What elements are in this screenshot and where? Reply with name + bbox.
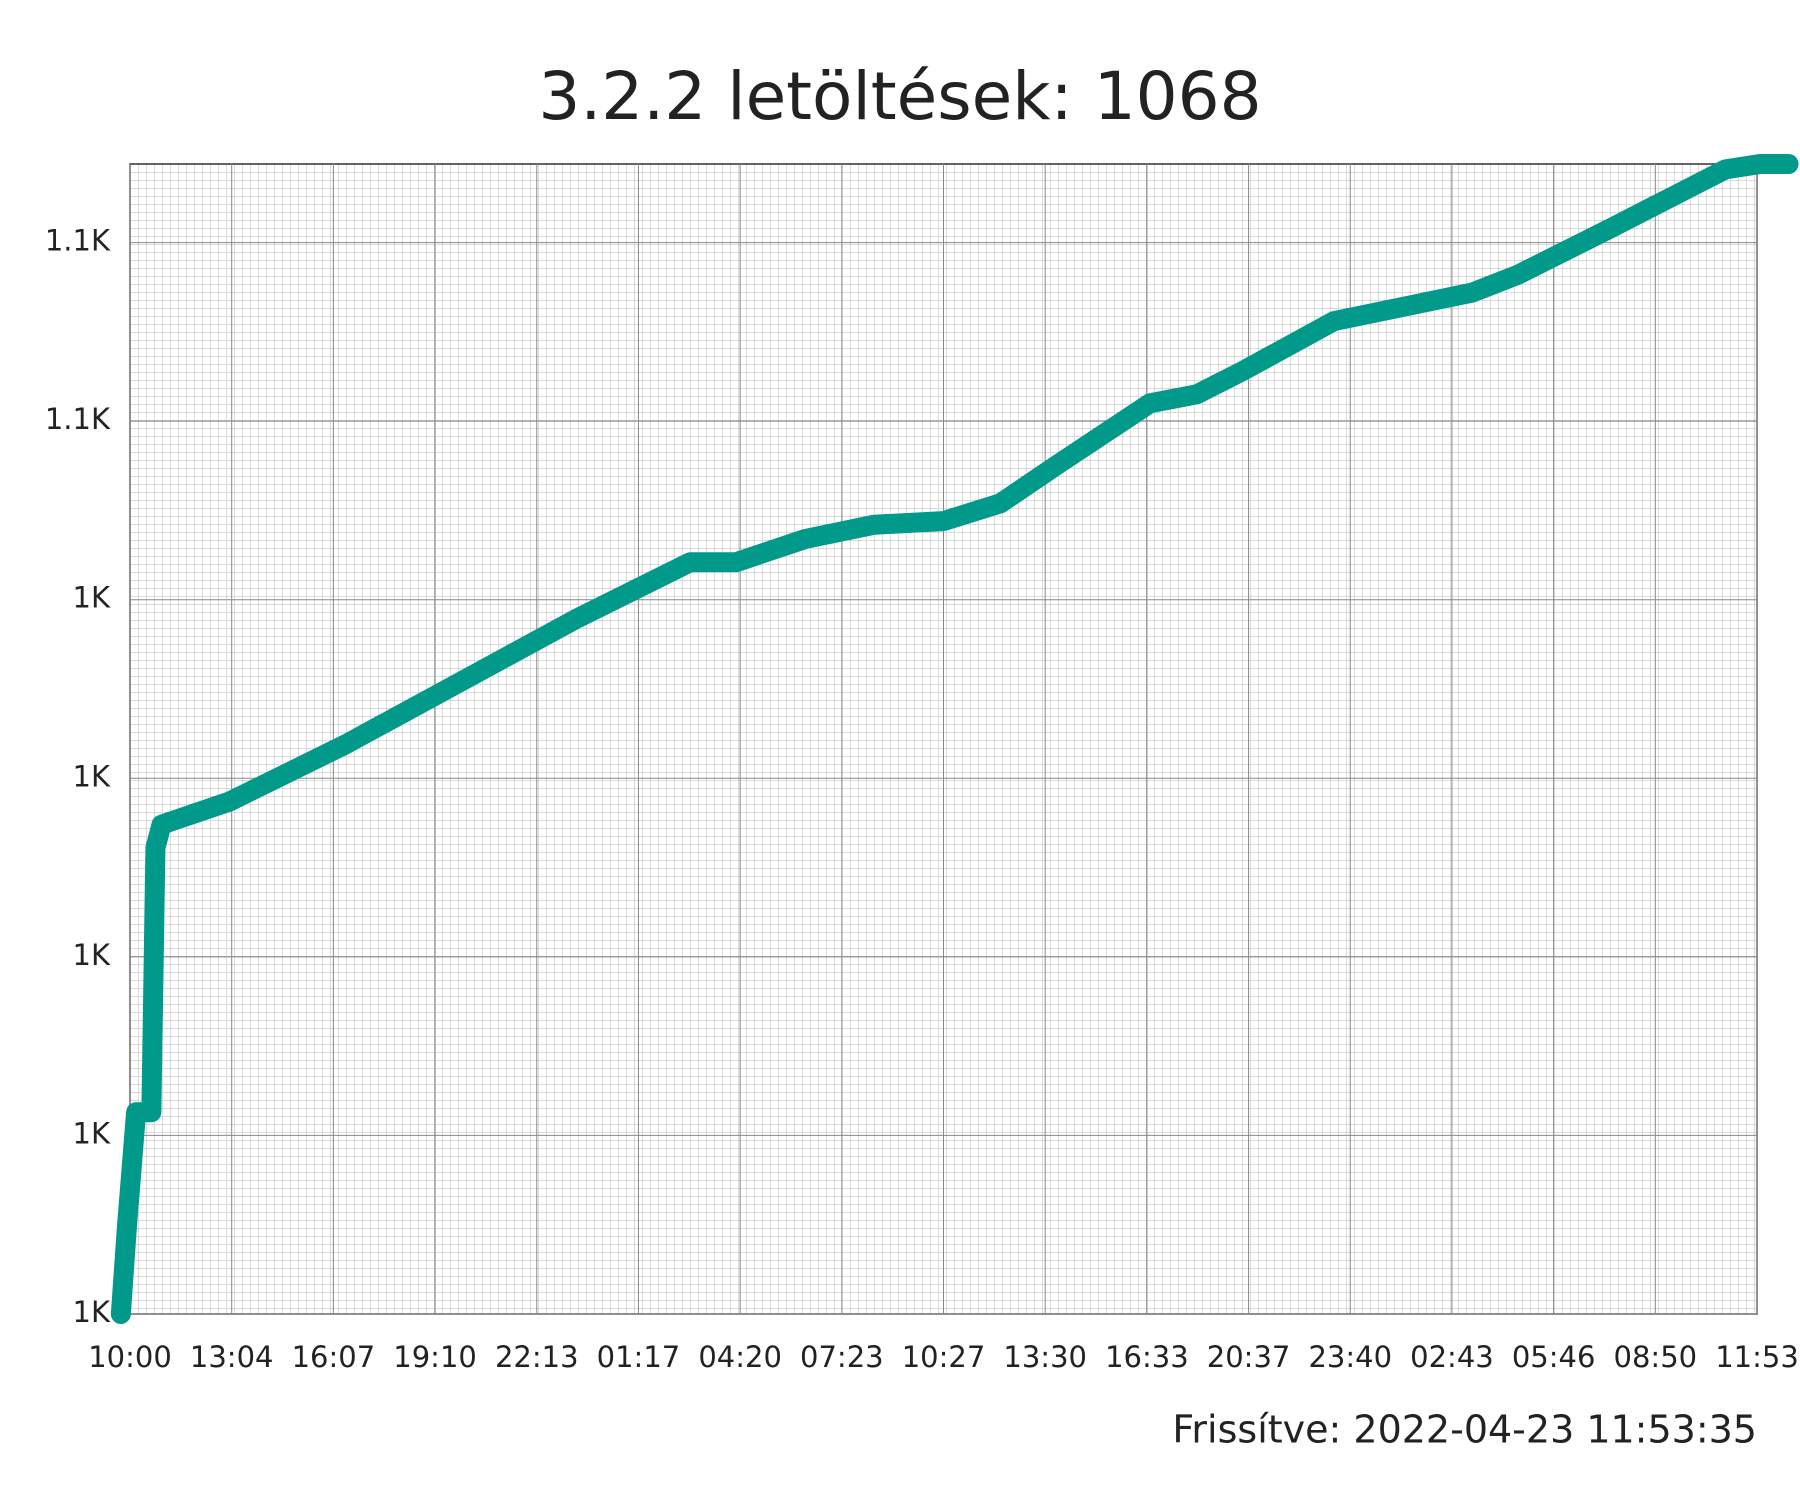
x-tick-label: 04:20 bbox=[698, 1340, 782, 1374]
y-tick-label: 1K bbox=[73, 938, 111, 972]
chart-title: 3.2.2 letöltések: 1068 bbox=[538, 58, 1261, 135]
x-tick-label: 08:50 bbox=[1614, 1340, 1698, 1374]
y-tick-label: 1K bbox=[73, 759, 111, 793]
x-tick-label: 10:27 bbox=[902, 1340, 986, 1374]
x-tick-label: 02:43 bbox=[1410, 1340, 1494, 1374]
x-tick-label: 11:53 bbox=[1715, 1340, 1799, 1374]
y-tick-label: 1K bbox=[73, 1116, 111, 1150]
x-tick-label: 16:33 bbox=[1105, 1340, 1189, 1374]
footer: Frissítve: 2022-04-23 11:53:35 bbox=[1172, 1408, 1757, 1452]
x-tick-label: 07:23 bbox=[800, 1340, 884, 1374]
data-line bbox=[110, 154, 1799, 1324]
x-tick-label: 13:30 bbox=[1003, 1340, 1087, 1374]
y-tick-label: 1.1K bbox=[45, 402, 111, 436]
y-tick-label: 1K bbox=[73, 581, 111, 615]
x-tick-label: 16:07 bbox=[292, 1340, 376, 1374]
x-tick-label: 22:13 bbox=[495, 1340, 579, 1374]
x-tick-label: 23:40 bbox=[1308, 1340, 1392, 1374]
y-tick-label: 1.1K bbox=[45, 224, 111, 258]
x-tick-label: 01:17 bbox=[597, 1340, 681, 1374]
y-tick-label: 1K bbox=[73, 1295, 111, 1329]
x-tick-label: 13:04 bbox=[190, 1340, 274, 1374]
x-tick-label: 19:10 bbox=[393, 1340, 477, 1374]
x-tick-label: 05:46 bbox=[1512, 1340, 1596, 1374]
x-tick-label: 20:37 bbox=[1207, 1340, 1291, 1374]
x-tick-label: 10:00 bbox=[88, 1340, 172, 1374]
